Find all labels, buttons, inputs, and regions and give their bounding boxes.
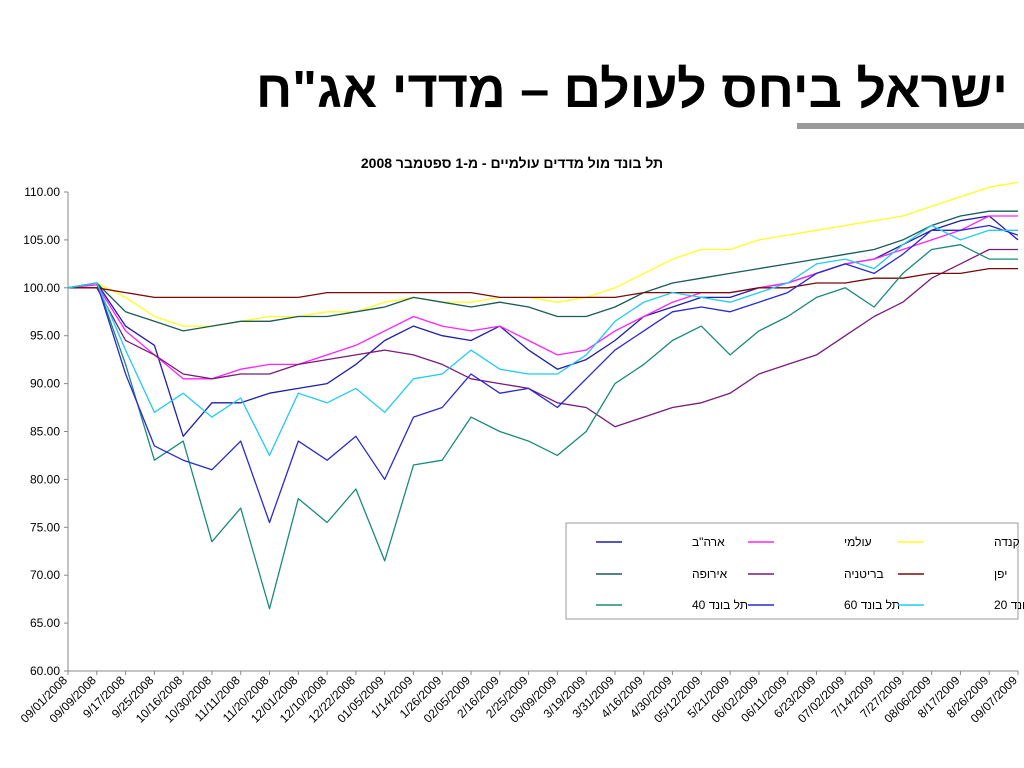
y-tick-label: 60.00 — [30, 664, 60, 678]
legend-label: קנדה — [994, 535, 1020, 549]
chart-title: תל בונד מול מדדים עולמיים - מ-1 ספטמבר 2… — [360, 155, 664, 171]
legend-label: ארה"ב — [692, 535, 725, 549]
legend-label: תל בונד 60 — [844, 598, 900, 612]
legend-label: יפן — [994, 567, 1007, 581]
legend: ארה"ב עולמי קנדה אירופה בריטניה יפן תל בונד 40… — [565, 522, 1024, 620]
y-tick-label: 110.00 — [24, 185, 60, 199]
y-tick-label: 95.00 — [30, 329, 60, 343]
y-tick-label: 100.00 — [23, 281, 60, 295]
legend-label: אירופה — [692, 567, 728, 581]
y-tick-label: 75.00 — [30, 520, 60, 534]
x-axis: 09/01/200809/09/20089/17/20089/25/200810… — [18, 670, 1020, 726]
y-axis: 110.00 105.00 100.00 95.00 90.00 85.00 80.00 75… — [23, 185, 69, 678]
y-tick-label: 65.00 — [30, 616, 60, 630]
series-line-8 — [67, 224, 1018, 457]
series-line-5 — [68, 267, 1018, 299]
title-divider — [797, 123, 1024, 129]
y-tick-label: 70.00 — [30, 568, 60, 582]
legend-label: עולמי — [844, 535, 872, 549]
series-line-3 — [67, 210, 1018, 332]
series-line-1 — [67, 215, 1018, 380]
slide-title: ישראל ביחס לעולם – מדדי אג"ח — [255, 61, 1008, 119]
series-line-4 — [68, 248, 1018, 428]
series-line-7 — [67, 224, 1019, 524]
plot-area — [67, 181, 1019, 610]
series-line-6 — [67, 244, 1018, 610]
legend-label: תל בונד 20 — [994, 598, 1024, 612]
legend-box — [565, 522, 1019, 620]
y-tick-label: 105.00 — [23, 233, 60, 247]
legend-label: בריטניה — [844, 567, 884, 581]
y-tick-label: 80.00 — [30, 472, 60, 486]
y-tick-label: 90.00 — [30, 377, 60, 391]
legend-label: תל בונד 40 — [692, 598, 748, 612]
y-tick-label: 85.00 — [30, 425, 60, 439]
